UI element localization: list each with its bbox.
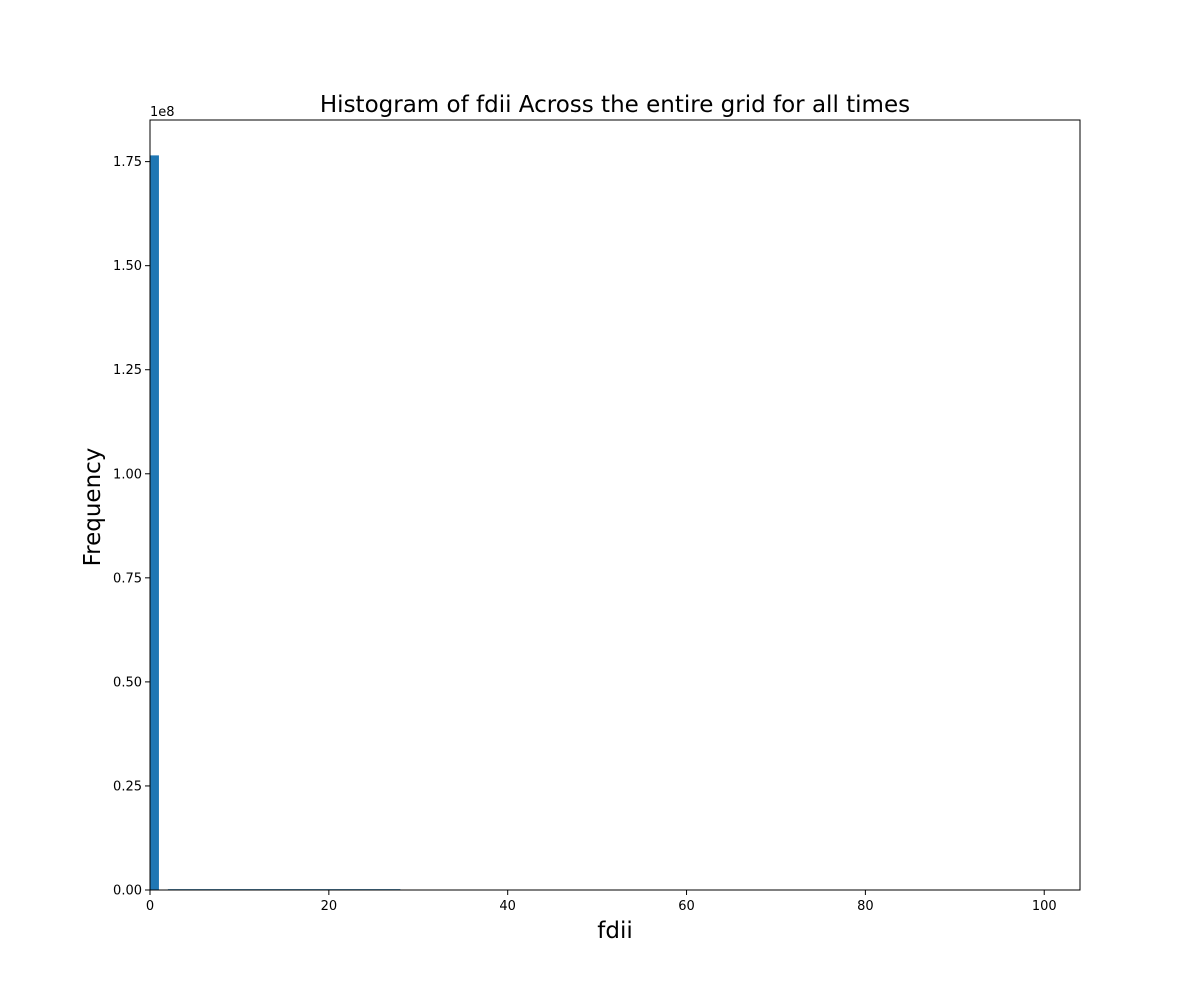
y-tick-label: 0.00 xyxy=(113,884,142,899)
y-tick-label: 0.50 xyxy=(113,675,142,690)
x-tick-label: 60 xyxy=(678,899,695,914)
y-tick-label: 0.25 xyxy=(113,779,142,794)
plot-frame xyxy=(149,119,1081,891)
y-tick-label: 1.75 xyxy=(113,155,142,170)
histogram-bar-0 xyxy=(150,155,159,891)
chart-title: Histogram of fdii Across the entire grid… xyxy=(320,92,910,118)
y-tick-label: 1.25 xyxy=(113,363,142,378)
x-tick-label: 20 xyxy=(321,899,338,914)
y-axis-ticks: 0.00 0.25 0.50 0.75 1.00 1.25 1.50 1.75 xyxy=(113,155,150,899)
x-tick-label: 80 xyxy=(857,899,874,914)
y-axis-offset-label: 1e8 xyxy=(150,105,175,120)
x-axis-label: fdii xyxy=(597,918,632,944)
y-tick-label: 1.50 xyxy=(113,259,142,274)
bars-group xyxy=(150,155,401,891)
y-tick-label: 1.00 xyxy=(113,467,142,482)
x-tick-label: 0 xyxy=(146,899,154,914)
x-axis-ticks: 0 20 40 60 80 100 xyxy=(146,890,1057,914)
y-axis-label: Frequency xyxy=(80,448,106,567)
x-tick-label: 40 xyxy=(499,899,516,914)
x-tick-label: 100 xyxy=(1032,899,1057,914)
y-tick-label: 0.75 xyxy=(113,571,142,586)
